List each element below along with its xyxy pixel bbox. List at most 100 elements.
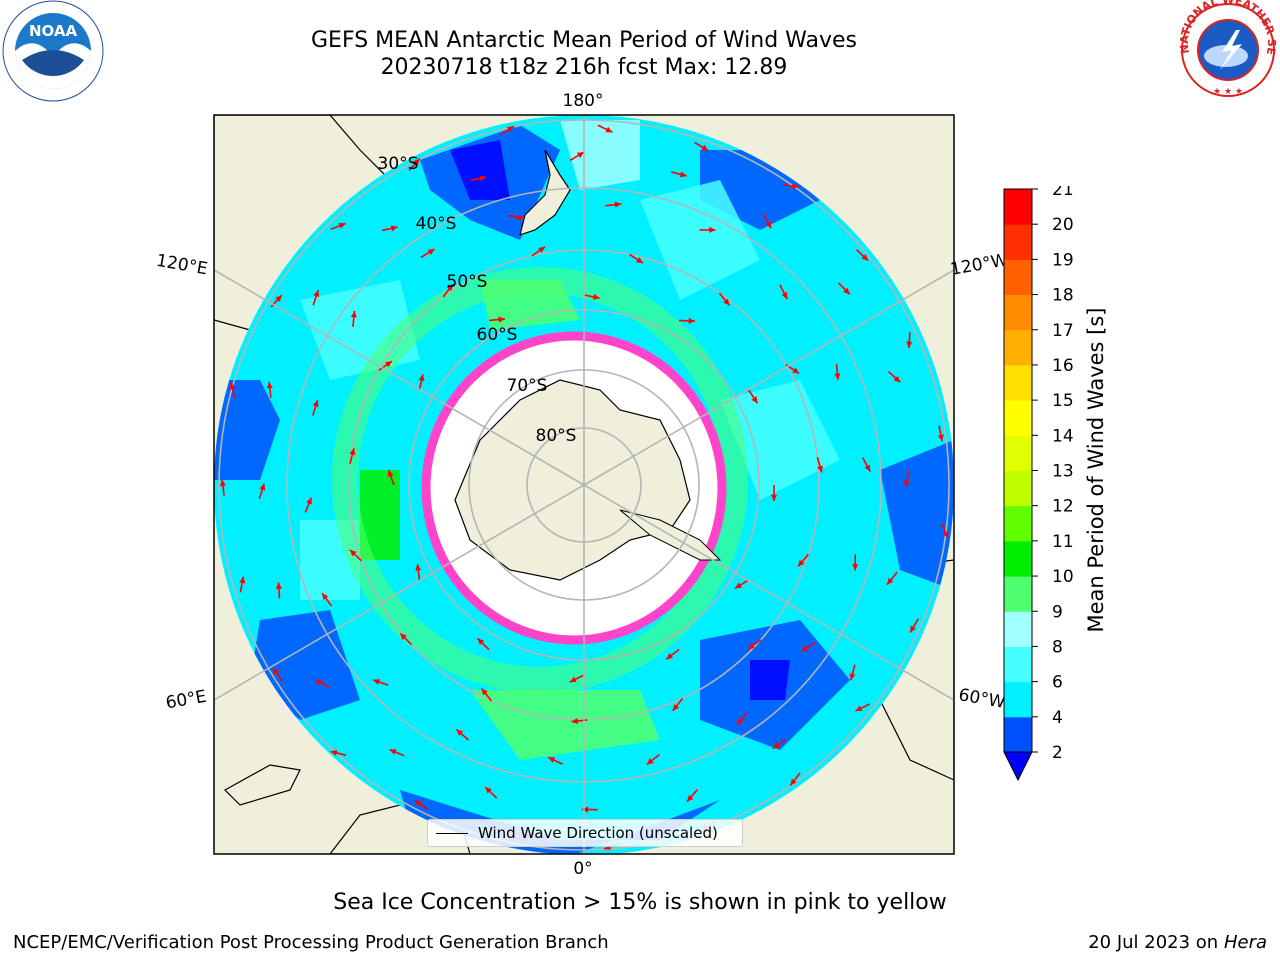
- colorbar-segment: [1004, 329, 1032, 366]
- colorbar-segment: [1004, 189, 1032, 225]
- colorbar-extend-arrow: [1003, 751, 1033, 782]
- wave-period-patch: [750, 660, 790, 700]
- wave-period-patch: [450, 140, 510, 200]
- wind-wave-arrowhead: [373, 679, 381, 685]
- colorbar-tick-label: 11: [1052, 532, 1074, 552]
- period-9-10-band: [332, 267, 748, 693]
- wind-wave-arrowhead: [861, 254, 869, 261]
- colorbar-label: Mean Period of Wind Waves [s]: [1084, 307, 1108, 633]
- wind-wave-arrowhead: [937, 434, 944, 442]
- wind-wave-arrowhead: [751, 396, 758, 404]
- colorbar-tick-label: 16: [1052, 356, 1074, 376]
- wind-wave-arrowhead: [315, 679, 323, 686]
- lat-label-70s: 70°S: [507, 376, 548, 396]
- wave-period-patch: [640, 180, 760, 300]
- wind-wave-arrowhead: [322, 593, 329, 601]
- legend-line-sample: [436, 832, 468, 834]
- lat-label-50s: 50°S: [447, 272, 488, 292]
- sea-ice-note: Sea Ice Concentration > 15% is shown in …: [333, 890, 947, 915]
- lat-label-30s: 30°S: [378, 154, 419, 174]
- wind-wave-arrowhead: [414, 800, 422, 807]
- colorbar-segment: [1004, 540, 1032, 577]
- wind-wave-arrowhead: [229, 382, 236, 390]
- wind-wave-arrowhead: [849, 673, 856, 681]
- wind-wave-arrowhead: [679, 171, 687, 178]
- wind-wave-arrowhead: [349, 448, 356, 456]
- wind-wave-arrowhead: [571, 717, 579, 725]
- meridians: [214, 115, 954, 854]
- wind-wave-arrowhead: [709, 226, 716, 233]
- wind-wave-arrowhead: [792, 367, 800, 374]
- wind-wave-arrowhead: [385, 361, 392, 368]
- colorbar-tick-label: 2: [1052, 743, 1063, 763]
- wind-wave-arrowhead: [903, 480, 910, 487]
- footer-credit: NCEP/EMC/Verification Post Processing Pr…: [13, 932, 609, 953]
- colorbar-tick-label: 4: [1052, 708, 1063, 728]
- wave-period-patch: [880, 440, 954, 590]
- wind-wave-arrowhead: [636, 257, 644, 264]
- lon-label-60e: 60°E: [164, 687, 208, 714]
- wind-wave-arrowhead: [517, 214, 525, 221]
- wind-wave-arrowhead: [275, 582, 282, 589]
- legend-label: Wind Wave Direction (unscaled): [478, 824, 718, 842]
- wind-wave-arrowhead: [734, 582, 742, 589]
- colorbar: 2 4 6 8 9 10 11 12 13 14 15 16 17 18 19 20 21: [1003, 186, 1074, 782]
- wind-wave-arrowhead: [498, 316, 505, 323]
- wave-period-patch: [214, 380, 280, 480]
- wind-wave-arrowhead: [338, 222, 346, 229]
- wave-period-patch: [360, 470, 400, 560]
- wind-wave-arrowhead: [686, 794, 694, 802]
- noaa-logo-text: NOAA: [29, 22, 78, 40]
- wind-wave-arrowhead: [506, 126, 514, 133]
- wave-period-patch: [720, 380, 840, 500]
- wind-wave-arrowhead: [219, 479, 226, 487]
- wind-wave-arrowhead: [477, 638, 485, 645]
- colorbar-tick-label: 17: [1052, 321, 1074, 341]
- title-line-1: GEFS MEAN Antarctic Mean Period of Wind …: [311, 28, 857, 53]
- wind-wave-arrowhead: [400, 633, 407, 640]
- wind-wave-arrowhead: [893, 375, 901, 383]
- colorbar-segment: [1004, 611, 1032, 647]
- wind-wave-arrowhead: [817, 465, 823, 473]
- wind-wave-arrowhead: [736, 718, 744, 726]
- colorbar-segment: [1004, 646, 1032, 683]
- wind-wave-arrowhead: [312, 400, 319, 408]
- wind-wave-arrowhead: [770, 494, 778, 501]
- wind-wave-arrowhead: [646, 758, 654, 765]
- colorbar-tick-label: 21: [1052, 186, 1074, 200]
- colorbar-tick-label: 14: [1052, 426, 1074, 446]
- wind-wave-arrowhead: [446, 284, 453, 291]
- wind-wave-arrowhead: [614, 201, 622, 208]
- wind-wave-arrowhead: [864, 464, 871, 472]
- wind-wave-arrowhead: [415, 564, 422, 571]
- wind-wave-arrowhead: [456, 729, 464, 736]
- wind-wave-arrowhead: [481, 688, 488, 696]
- meridian-120e: [214, 269, 585, 486]
- wind-wave-arrowhead: [605, 126, 613, 133]
- wind-wave-arrowhead: [792, 183, 799, 190]
- wind-wave-arrowhead: [479, 175, 487, 182]
- wind-wave-arrowhead: [747, 643, 755, 650]
- colorbar-tick-label: 13: [1052, 462, 1074, 482]
- colorbar-tick-label: 8: [1052, 637, 1063, 657]
- wind-wave-arrowhead: [538, 246, 546, 253]
- wind-wave-arrowhead: [581, 806, 589, 813]
- colorbar-tick-label: 6: [1052, 673, 1063, 693]
- wind-wave-arrowhead: [259, 483, 266, 491]
- wind-wave-arrowhead: [797, 559, 805, 567]
- wind-wave-arrowhead: [413, 158, 420, 166]
- lat-label-40s: 40°S: [416, 214, 457, 234]
- colorbar-tick-label: 9: [1052, 602, 1063, 622]
- colorbar-segment: [1004, 435, 1032, 471]
- wind-wave-arrowhead: [688, 317, 695, 324]
- colorbar-segment: [1004, 681, 1032, 718]
- wind-wave-arrowhead: [306, 497, 312, 505]
- colorbar-tick-label: 15: [1052, 391, 1074, 411]
- colorbar-segment: [1004, 716, 1032, 753]
- meridian-60e: [214, 484, 585, 701]
- wind-wave-arrowhead: [887, 577, 894, 585]
- wind-wave-arrowhead: [843, 287, 850, 295]
- wind-wave-arrowhead: [592, 293, 600, 300]
- wind-wave-arrowhead: [942, 531, 949, 539]
